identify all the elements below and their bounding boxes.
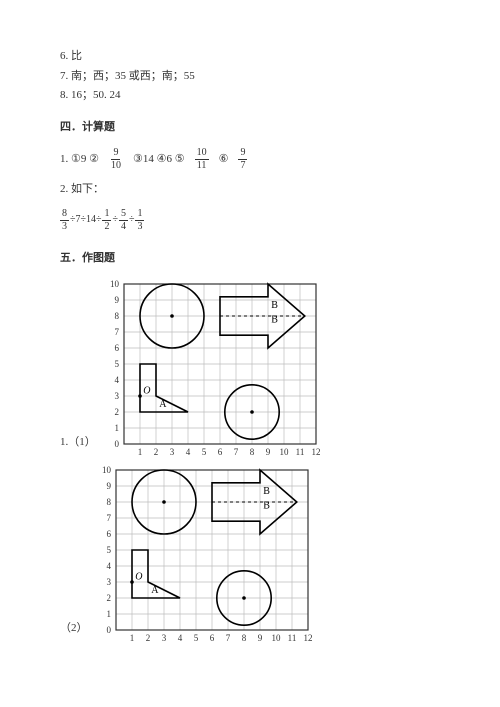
- svg-text:1: 1: [114, 423, 119, 433]
- frac-num: 1: [102, 209, 111, 221]
- svg-text:12: 12: [311, 447, 320, 457]
- section-5-title: 五．作图题: [60, 250, 440, 268]
- q1-frac1: 9 10: [109, 148, 123, 171]
- svg-text:0: 0: [114, 439, 119, 449]
- figure-1-row: 1.（1） 123456789101112012345678910OABB: [60, 280, 440, 458]
- svg-text:B: B: [263, 500, 270, 511]
- svg-text:5: 5: [114, 359, 119, 369]
- svg-text:A: A: [151, 585, 159, 596]
- svg-text:11: 11: [287, 633, 296, 643]
- svg-text:8: 8: [241, 633, 246, 643]
- svg-text:4: 4: [106, 561, 111, 571]
- svg-text:3: 3: [170, 447, 175, 457]
- svg-text:2: 2: [145, 633, 150, 643]
- svg-text:5: 5: [193, 633, 198, 643]
- calc-q2: 2. 如下：: [60, 181, 440, 199]
- svg-text:10: 10: [102, 466, 112, 475]
- svg-text:1: 1: [138, 447, 143, 457]
- svg-text:8: 8: [114, 311, 119, 321]
- svg-text:6: 6: [114, 343, 119, 353]
- svg-text:12: 12: [303, 633, 312, 643]
- frac-num: 9: [111, 148, 120, 160]
- frac-den: 3: [135, 221, 144, 232]
- eq-t2: ÷: [112, 212, 118, 228]
- svg-text:7: 7: [234, 447, 239, 457]
- frac-num: 1: [135, 209, 144, 221]
- svg-text:5: 5: [202, 447, 207, 457]
- calc-q1: 1. ①9 ② 9 10 ③14 ④6 ⑤ 10 11 ⑥ 9 7: [60, 148, 440, 171]
- svg-text:A: A: [159, 399, 167, 410]
- svg-text:3: 3: [161, 633, 166, 643]
- figure-2-label: （2）: [60, 620, 88, 644]
- svg-text:O: O: [135, 571, 142, 582]
- svg-text:9: 9: [257, 633, 262, 643]
- frac-den: 10: [109, 160, 123, 171]
- svg-text:1: 1: [129, 633, 134, 643]
- svg-text:7: 7: [106, 513, 111, 523]
- svg-text:8: 8: [250, 447, 255, 457]
- calc-eq: 8 3 ÷7÷14÷ 1 2 ÷ 5 4 ÷ 1 3: [60, 209, 440, 232]
- frac-num: 5: [119, 209, 128, 221]
- eq-f4: 1 3: [135, 209, 144, 232]
- q1-mid1: ③14 ④6 ⑤: [133, 151, 185, 169]
- figure-2: 123456789101112012345678910OABB: [96, 466, 312, 644]
- frac-den: 7: [238, 160, 247, 171]
- svg-text:4: 4: [177, 633, 182, 643]
- svg-text:2: 2: [114, 407, 119, 417]
- svg-text:2: 2: [154, 447, 159, 457]
- figure-1-label: 1.（1）: [60, 434, 96, 458]
- svg-text:4: 4: [186, 447, 191, 457]
- svg-text:6: 6: [106, 529, 111, 539]
- svg-text:10: 10: [271, 633, 281, 643]
- svg-text:7: 7: [114, 327, 119, 337]
- svg-text:1: 1: [106, 609, 111, 619]
- eq-f3: 5 4: [119, 209, 128, 232]
- frac-num: 8: [60, 209, 69, 221]
- q1-frac3: 9 7: [238, 148, 247, 171]
- svg-text:6: 6: [209, 633, 214, 643]
- figure-1: 123456789101112012345678910OABB: [104, 280, 320, 458]
- q1-prefix: 1. ①9 ②: [60, 151, 99, 169]
- svg-text:10: 10: [279, 447, 289, 457]
- figure-2-row: （2） 123456789101112012345678910OABB: [60, 466, 440, 644]
- svg-text:9: 9: [106, 481, 111, 491]
- frac-num: 9: [238, 148, 247, 160]
- q1-mid2: ⑥: [219, 151, 229, 169]
- svg-text:10: 10: [110, 280, 120, 289]
- q1-frac2: 10 11: [195, 148, 209, 171]
- svg-text:5: 5: [106, 545, 111, 555]
- svg-text:B: B: [271, 314, 278, 325]
- frac-num: 10: [195, 148, 209, 160]
- frac-den: 3: [60, 221, 69, 232]
- eq-t1: ÷7÷14÷: [70, 212, 101, 228]
- frac-den: 4: [119, 221, 128, 232]
- svg-text:8: 8: [106, 497, 111, 507]
- svg-text:4: 4: [114, 375, 119, 385]
- svg-text:7: 7: [225, 633, 230, 643]
- svg-text:2: 2: [106, 593, 111, 603]
- frac-den: 2: [102, 221, 111, 232]
- svg-text:O: O: [143, 385, 150, 396]
- section-4-title: 四．计算题: [60, 119, 440, 137]
- eq-f1: 8 3: [60, 209, 69, 232]
- svg-text:0: 0: [106, 625, 111, 635]
- svg-text:11: 11: [295, 447, 304, 457]
- svg-text:9: 9: [266, 447, 271, 457]
- eq-f2: 1 2: [102, 209, 111, 232]
- answer-6: 6. 比: [60, 48, 440, 66]
- svg-text:9: 9: [114, 295, 119, 305]
- answer-8: 8. 16；50. 24: [60, 87, 440, 105]
- answer-7: 7. 南；西；35 或西；南；55: [60, 68, 440, 86]
- eq-t3: ÷: [129, 212, 135, 228]
- frac-den: 11: [195, 160, 209, 171]
- svg-text:3: 3: [114, 391, 119, 401]
- svg-text:6: 6: [218, 447, 223, 457]
- svg-text:3: 3: [106, 577, 111, 587]
- svg-text:B: B: [271, 300, 278, 311]
- svg-text:B: B: [263, 486, 270, 497]
